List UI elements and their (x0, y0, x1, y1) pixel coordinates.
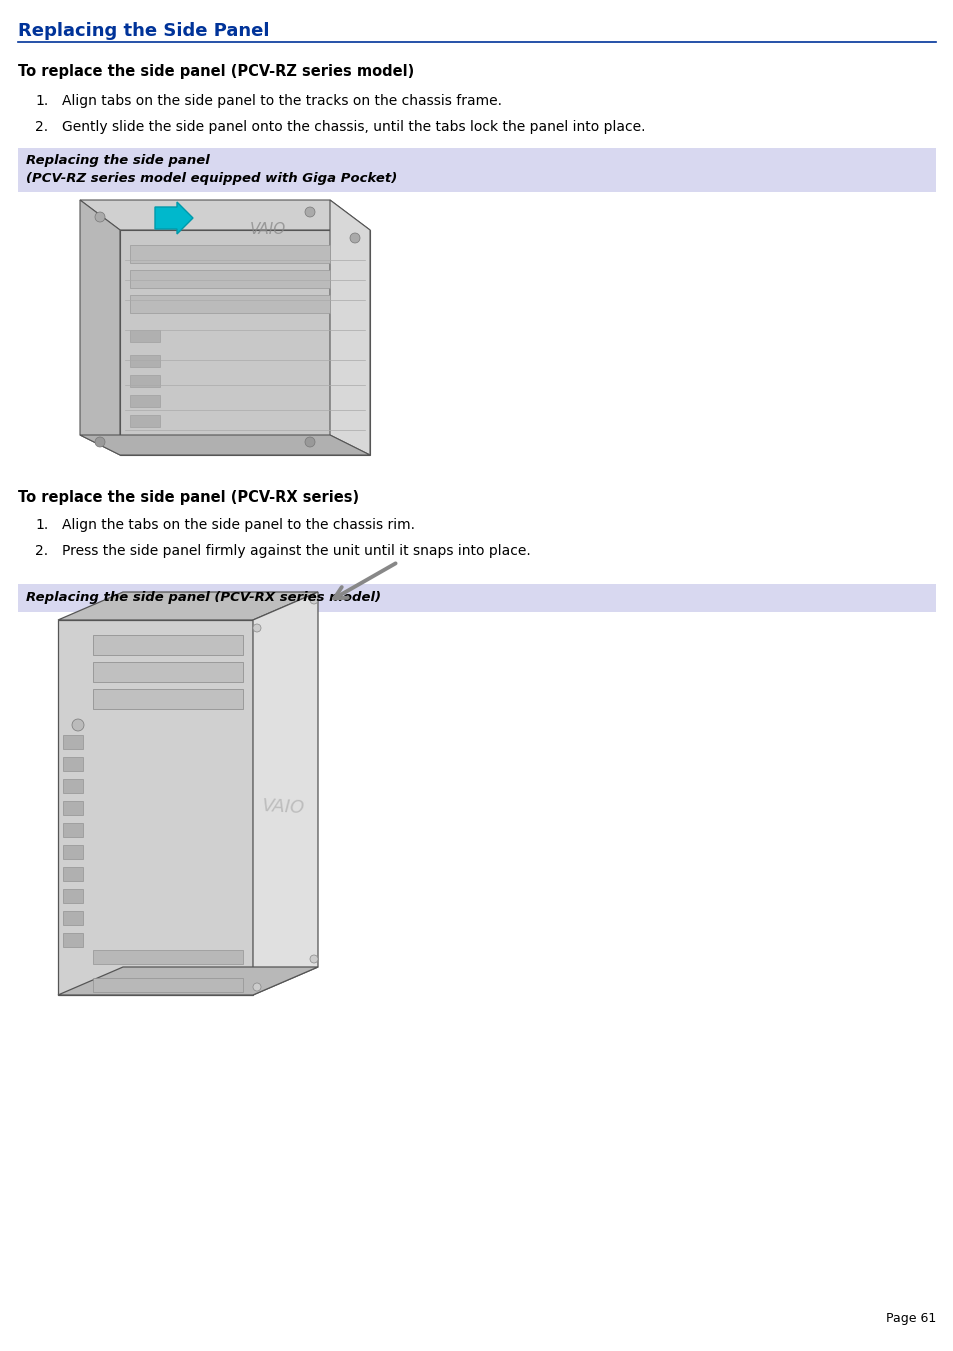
Bar (63, 844, 83, 859)
Bar (92, 635, 243, 655)
Circle shape (71, 719, 84, 731)
Text: (PCV-RZ series model equipped with Giga Pocket): (PCV-RZ series model equipped with Giga … (26, 172, 396, 185)
Circle shape (253, 984, 261, 992)
Circle shape (350, 232, 359, 243)
Bar (63, 823, 83, 838)
Polygon shape (120, 230, 370, 455)
Polygon shape (80, 435, 370, 455)
Circle shape (310, 955, 317, 963)
Polygon shape (80, 200, 370, 230)
Bar (63, 934, 83, 947)
Text: 1.: 1. (35, 517, 49, 532)
Bar (92, 978, 243, 992)
Circle shape (305, 207, 314, 218)
Polygon shape (154, 203, 193, 234)
Bar (18, 584, 935, 612)
Polygon shape (58, 967, 317, 994)
Circle shape (305, 436, 314, 447)
Bar (130, 415, 160, 427)
Text: VAIO: VAIO (261, 797, 304, 817)
Circle shape (95, 436, 105, 447)
Text: Align tabs on the side panel to the tracks on the chassis frame.: Align tabs on the side panel to the trac… (62, 95, 501, 108)
Bar (130, 376, 160, 386)
Text: To replace the side panel (PCV-RZ series model): To replace the side panel (PCV-RZ series… (18, 63, 414, 78)
Bar (58, 620, 253, 994)
Circle shape (310, 596, 317, 604)
Bar (63, 801, 83, 815)
Text: Replacing the Side Panel: Replacing the Side Panel (18, 22, 269, 41)
Text: 1.: 1. (35, 95, 49, 108)
Text: Page 61: Page 61 (884, 1312, 935, 1325)
Text: 2.: 2. (35, 120, 48, 134)
Bar (92, 662, 243, 682)
Bar (130, 295, 330, 313)
Polygon shape (253, 592, 317, 994)
Text: Gently slide the side panel onto the chassis, until the tabs lock the panel into: Gently slide the side panel onto the cha… (62, 120, 645, 134)
Text: VAIO: VAIO (250, 222, 286, 236)
Text: Replacing the side panel: Replacing the side panel (26, 154, 210, 168)
Circle shape (253, 624, 261, 632)
Text: To replace the side panel (PCV-RX series): To replace the side panel (PCV-RX series… (18, 490, 358, 505)
Circle shape (95, 212, 105, 222)
Text: 2.: 2. (35, 544, 48, 558)
Bar (130, 270, 330, 288)
Bar (130, 355, 160, 367)
Polygon shape (58, 592, 317, 620)
Text: Replacing the side panel (PCV-RX series model): Replacing the side panel (PCV-RX series … (26, 590, 380, 604)
Bar (130, 330, 160, 342)
Bar (92, 689, 243, 709)
Text: Align the tabs on the side panel to the chassis rim.: Align the tabs on the side panel to the … (62, 517, 415, 532)
Bar (130, 245, 330, 263)
Bar (18, 149, 935, 192)
Bar (63, 889, 83, 902)
Polygon shape (80, 200, 120, 455)
Bar (63, 911, 83, 925)
Bar (63, 780, 83, 793)
Text: Press the side panel firmly against the unit until it snaps into place.: Press the side panel firmly against the … (62, 544, 530, 558)
Bar (92, 950, 243, 965)
Bar (63, 867, 83, 881)
Bar (63, 757, 83, 771)
Bar (130, 394, 160, 407)
Polygon shape (330, 200, 370, 455)
Bar (63, 735, 83, 748)
